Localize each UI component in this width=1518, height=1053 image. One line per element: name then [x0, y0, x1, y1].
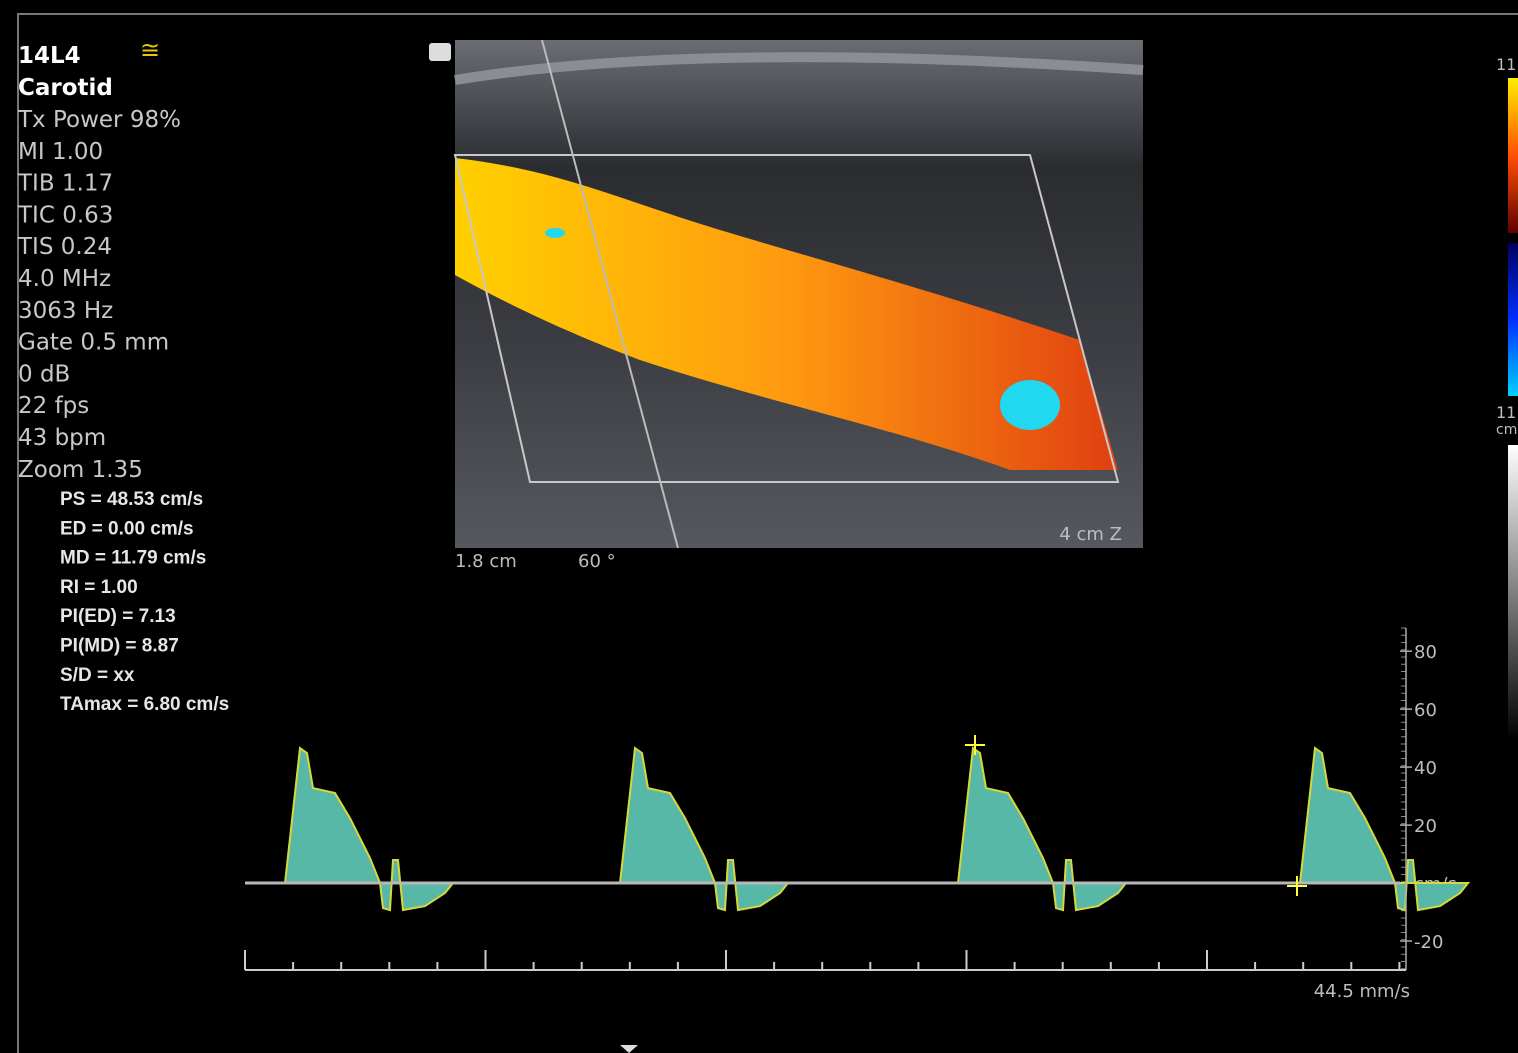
- doppler-waveform: [285, 748, 453, 910]
- parameter: 22 fps: [18, 393, 89, 419]
- parameter: 43 bpm: [18, 425, 106, 451]
- parameter: MI 1.00: [18, 139, 103, 165]
- color-bar-top: 11: [1496, 55, 1516, 74]
- color-bar-unit: cm: [1496, 422, 1517, 438]
- parameter: Zoom 1.35: [18, 457, 143, 483]
- angle: 60 °: [578, 551, 616, 572]
- parameter: 3063 Hz: [18, 298, 113, 324]
- caliper: [965, 735, 985, 755]
- parameter-panel: 14L4 ≅ Carotid Tx Power 98% MI 1.00 TIB 1.…: [17, 36, 229, 715]
- ultrasound-screen: 14L4 ≅ Carotid Tx Power 98% MI 1.00 TIB 1.…: [0, 0, 1518, 1053]
- scale: 4 cm Z: [1059, 524, 1122, 545]
- measurement: PS = 48.53 cm/s: [60, 489, 203, 510]
- parameter: 0 dB: [18, 361, 70, 387]
- orientation-marker: [429, 43, 451, 61]
- measurement: MD = 11.79 cm/s: [60, 548, 206, 569]
- parameter: Gate 0.5 mm: [18, 330, 169, 356]
- spectrum: 80604020cm/s-20: [245, 628, 1468, 970]
- parameter: TIC 0.63: [17, 202, 113, 228]
- doppler-waveform: [1300, 748, 1468, 910]
- measurement: TAmax = 6.80 cm/s: [60, 694, 229, 715]
- tick-label: -20: [1414, 932, 1443, 953]
- tick-label: 60: [1414, 700, 1437, 721]
- parameter: TIS 0.24: [17, 234, 112, 260]
- measurement: S/D = xx: [60, 665, 135, 686]
- depth: 1.8 cm: [455, 551, 517, 572]
- color-bar: [1508, 78, 1518, 233]
- aliasing: [1000, 380, 1060, 430]
- measurement: ED = 0.00 cm/s: [60, 518, 194, 539]
- doppler-waveform: [620, 748, 788, 910]
- tick-label: 40: [1414, 758, 1437, 779]
- icon: ≅: [140, 36, 160, 64]
- probe: 14L4: [18, 43, 81, 69]
- parameter: Tx Power 98%: [17, 107, 181, 133]
- aliasing: [545, 228, 565, 238]
- parameter: 4.0 MHz: [18, 266, 111, 292]
- doppler-waveform: [958, 748, 1126, 910]
- marker: [620, 1045, 638, 1053]
- color-bar-bottom: 11: [1496, 403, 1516, 422]
- measurement: PI(ED) = 7.13: [60, 606, 176, 627]
- gray-bar: [1508, 445, 1518, 740]
- parameter: TIB 1.17: [17, 171, 113, 197]
- measurement: PI(MD) = 8.87: [60, 636, 179, 657]
- measurement: RI = 1.00: [60, 577, 138, 598]
- tick-label: 20: [1414, 816, 1437, 837]
- sweep-speed: 44.5 mm/s: [1314, 981, 1410, 1002]
- color-bar: [1508, 243, 1518, 396]
- preset: Carotid: [18, 75, 113, 101]
- tick-label: 80: [1414, 642, 1437, 663]
